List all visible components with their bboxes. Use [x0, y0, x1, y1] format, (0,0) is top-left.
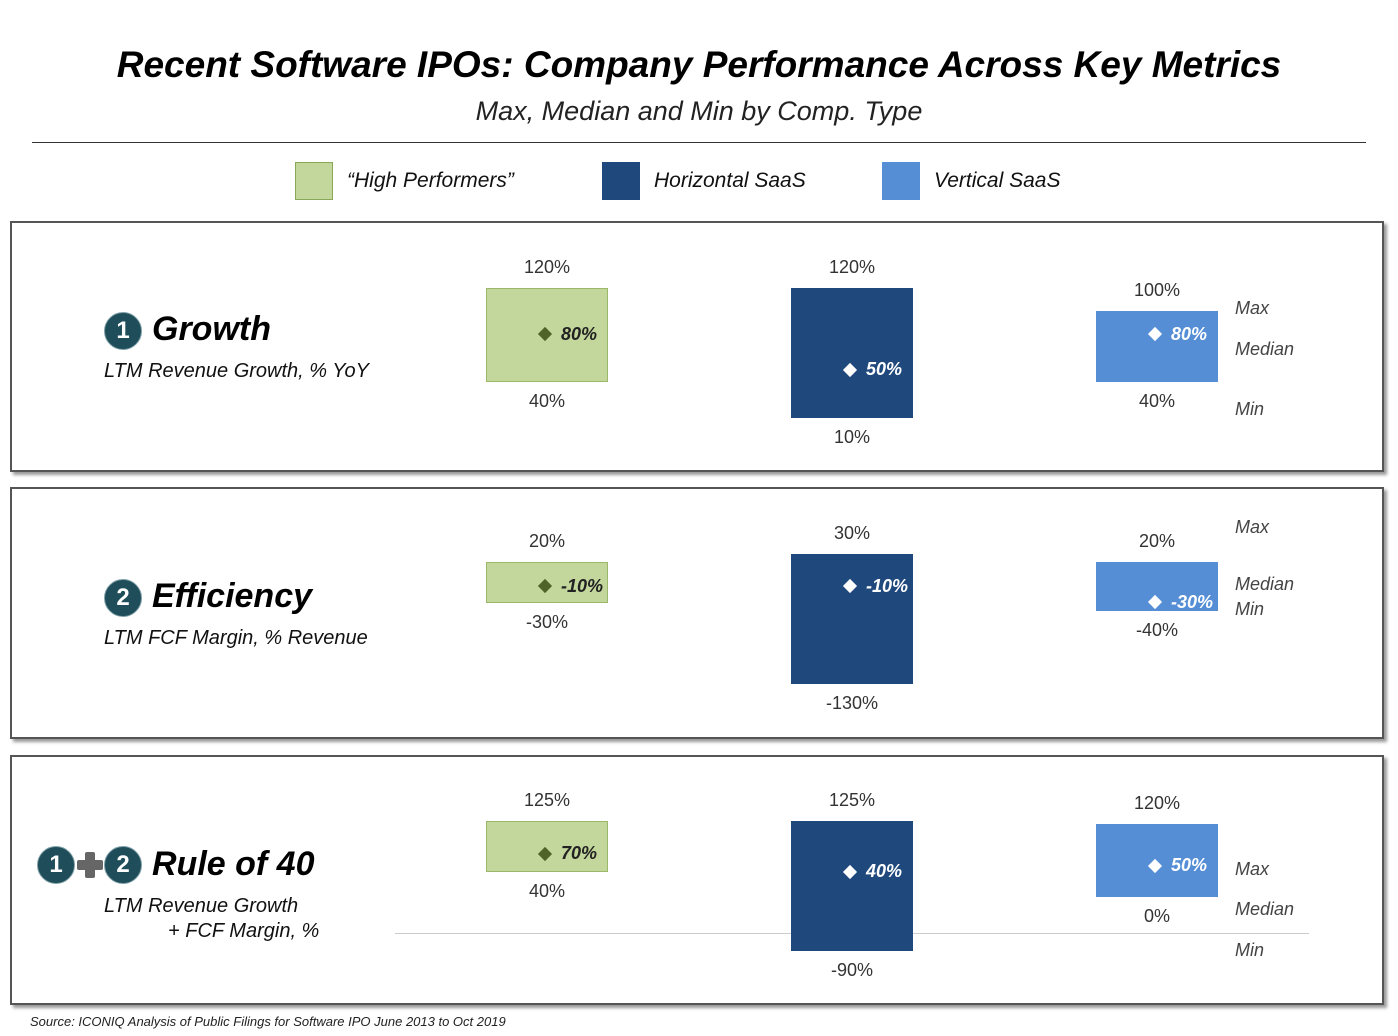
min-label-efficiency-high-performers: -30%: [525, 611, 569, 632]
source-note: Source: ICONIQ Analysis of Public Filing…: [30, 1014, 506, 1029]
max-label-rule-of-40-horizontal-saas: 125%: [828, 790, 876, 810]
max-label-growth-vertical-saas: 100%: [1133, 280, 1181, 301]
median-value: 80%: [1171, 323, 1208, 344]
median-value: 50%: [866, 359, 903, 380]
max-label-efficiency-high-performers: 20%: [528, 531, 566, 552]
median-diamond-icon: [1147, 327, 1163, 342]
legend-label-vertical-saas: Vertical SaaS: [934, 169, 1061, 192]
badge-number-1-rule: 1: [37, 846, 75, 884]
max-label-rule-of-40-vertical-saas: 120%: [1133, 793, 1181, 814]
metric-subtitle-efficiency: LTM FCF Margin, % Revenue: [104, 627, 368, 649]
key-min-growth: Min: [1235, 399, 1265, 419]
median-label-growth-high-performers: 80%: [537, 323, 598, 345]
median-value: -10%: [866, 575, 909, 596]
median-value: -30%: [1171, 591, 1214, 612]
panel-efficiency: [10, 487, 1384, 739]
bar-rule-of-40-high-performers: [486, 821, 608, 873]
badge-number-1: 1: [104, 312, 142, 350]
median-diamond-icon: [537, 327, 553, 342]
key-median-growth: Median: [1235, 339, 1295, 359]
median-diamond-icon: [842, 864, 858, 879]
legend-swatch-horizontal-saas: [602, 162, 640, 200]
key-median-rule: Median: [1235, 899, 1295, 919]
median-diamond-icon: [1147, 595, 1163, 610]
median-diamond-icon: [537, 846, 553, 861]
max-label-efficiency-vertical-saas: 20%: [1138, 531, 1176, 552]
median-label-growth-horizontal-saas: 50%: [842, 359, 903, 380]
bar-growth-vertical-saas: [1096, 311, 1218, 383]
badge-number-2-rule: 2: [104, 846, 142, 884]
min-label-rule-of-40-horizontal-saas: -90%: [830, 960, 874, 980]
median-label-efficiency-high-performers: -10%: [537, 575, 604, 597]
key-min-efficiency: Min: [1235, 599, 1265, 619]
median-diamond-icon: [842, 362, 858, 377]
legend-swatch-high-performers: [295, 162, 333, 200]
min-label-rule-of-40-vertical-saas: 0%: [1143, 905, 1170, 926]
bar-efficiency-horizontal-saas: [791, 554, 913, 684]
median-label-rule-of-40-high-performers: 70%: [537, 843, 598, 864]
chart-title: Recent Software IPOs: Company Performanc…: [116, 44, 1282, 85]
median-diamond-icon: [1147, 858, 1163, 873]
metric-title-growth: Growth: [152, 310, 271, 348]
min-label-growth-vertical-saas: 40%: [1138, 391, 1176, 412]
median-label-efficiency-vertical-saas: -30%: [1147, 591, 1214, 613]
key-max-rule: Max: [1235, 859, 1270, 879]
min-label-growth-horizontal-saas: 10%: [833, 426, 871, 447]
legend-swatch-vertical-saas: [882, 162, 920, 200]
min-label-efficiency-horizontal-saas: -130%: [825, 693, 879, 713]
median-label-rule-of-40-vertical-saas: 50%: [1147, 855, 1208, 876]
median-label-efficiency-horizontal-saas: -10%: [842, 575, 909, 597]
median-label-rule-of-40-horizontal-saas: 40%: [842, 861, 903, 882]
legend-label-high-performers: “High Performers”: [347, 169, 514, 192]
median-diamond-icon: [537, 578, 553, 594]
metric-subtitle-rule-of-40-line2: + FCF Margin, %: [168, 920, 320, 942]
median-value: -10%: [561, 575, 604, 596]
bar-growth-horizontal-saas: [791, 287, 913, 418]
bar-rule-of-40-horizontal-saas: [791, 821, 913, 951]
median-value: 70%: [561, 843, 598, 864]
metric-title-rule-of-40: Rule of 40: [152, 845, 315, 883]
max-label-rule-of-40-high-performers: 125%: [523, 790, 571, 810]
key-max-growth: Max: [1235, 298, 1270, 318]
legend-item-vertical-saas: Vertical SaaS: [882, 162, 1060, 200]
legend-item-horizontal-saas: Horizontal SaaS: [602, 162, 806, 200]
key-min-rule: Min: [1235, 940, 1265, 960]
max-label-growth-horizontal-saas: 120%: [828, 256, 876, 277]
title-divider: [32, 142, 1366, 143]
min-label-growth-high-performers: 40%: [528, 391, 566, 412]
chart-subtitle: Max, Median and Min by Comp. Type: [475, 96, 923, 126]
median-value: 50%: [1171, 855, 1208, 876]
legend-item-high-performers: “High Performers”: [295, 162, 514, 200]
median-label-growth-vertical-saas: 80%: [1147, 323, 1208, 345]
max-label-efficiency-horizontal-saas: 30%: [833, 523, 871, 543]
metric-subtitle-rule-of-40-line1: LTM Revenue Growth: [104, 895, 299, 917]
key-median-efficiency: Median: [1235, 574, 1295, 594]
metric-subtitle-growth: LTM Revenue Growth, % YoY: [104, 360, 369, 382]
min-label-rule-of-40-high-performers: 40%: [528, 881, 566, 902]
min-label-efficiency-vertical-saas: -40%: [1135, 619, 1179, 640]
plus-icon: [77, 852, 103, 878]
legend-label-horizontal-saas: Horizontal SaaS: [654, 169, 806, 192]
key-max-efficiency: Max: [1235, 517, 1270, 537]
median-value: 80%: [561, 323, 598, 344]
max-label-growth-high-performers: 120%: [523, 256, 571, 277]
median-value: 40%: [866, 861, 903, 882]
badge-number-2: 2: [104, 579, 142, 617]
metric-title-efficiency: Efficiency: [152, 577, 313, 615]
median-diamond-icon: [842, 578, 858, 594]
